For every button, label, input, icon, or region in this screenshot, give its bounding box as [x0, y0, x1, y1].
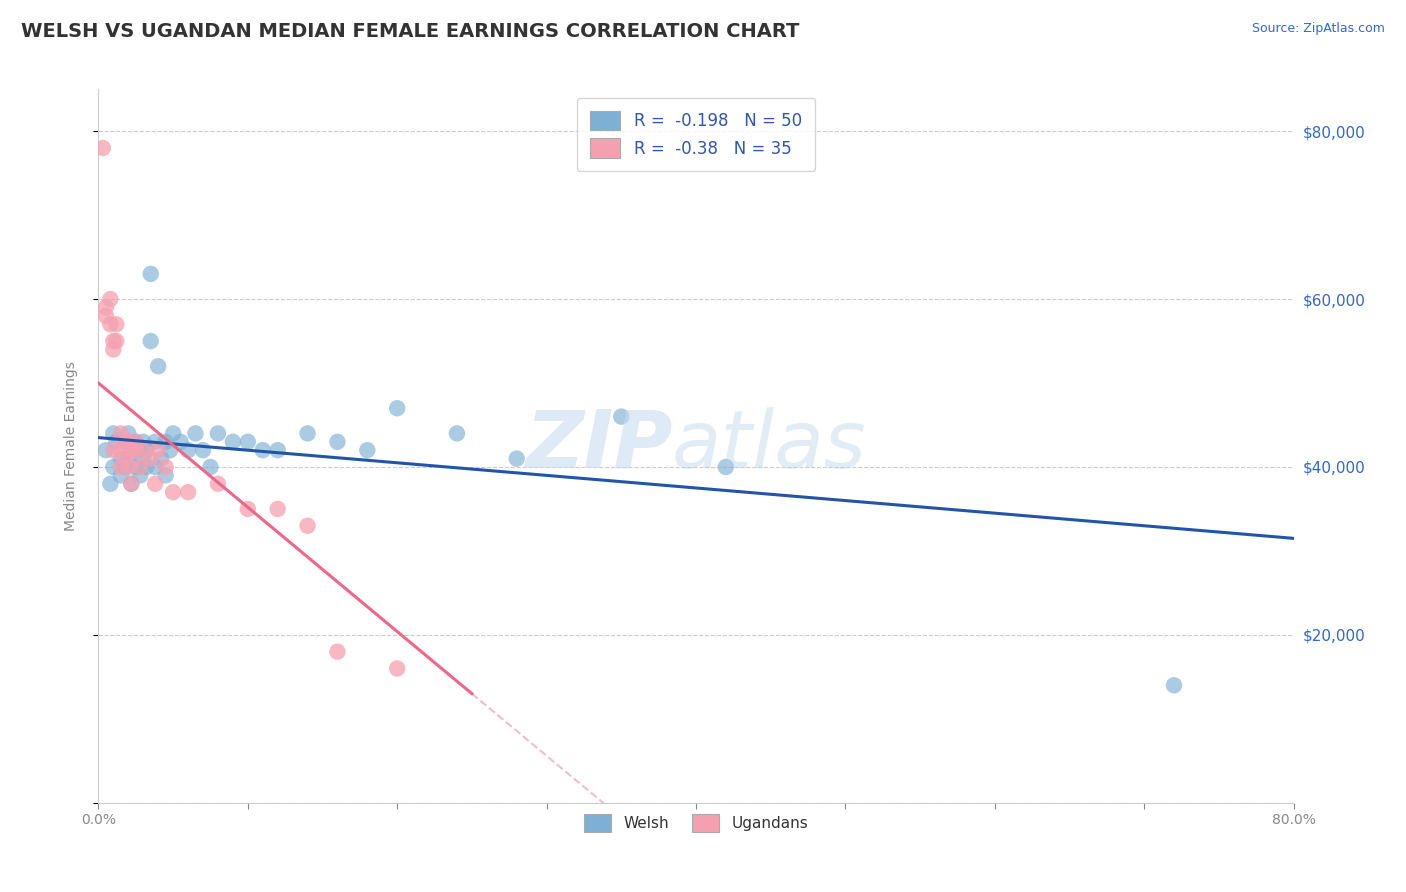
Point: [94, 443, 117, 458]
Point: [132, 451, 155, 466]
Point: [155, 468, 177, 483]
Point: [105, 334, 128, 348]
Point: [356, 443, 378, 458]
Point: [105, 318, 128, 332]
Text: atlas: atlas: [672, 407, 868, 485]
Point: [326, 645, 349, 659]
Point: [103, 426, 125, 441]
Point: [132, 443, 155, 458]
Point: [125, 434, 148, 449]
Point: [326, 434, 349, 449]
Point: [184, 426, 207, 441]
Text: ZIP: ZIP: [524, 407, 672, 485]
Point: [236, 434, 259, 449]
Point: [103, 460, 125, 475]
Point: [129, 468, 152, 483]
Point: [297, 426, 319, 441]
Point: [155, 460, 177, 475]
Point: [385, 661, 409, 675]
Point: [207, 426, 229, 441]
Point: [94, 301, 117, 315]
Point: [103, 343, 125, 357]
Point: [125, 460, 148, 475]
Point: [114, 460, 136, 475]
Point: [94, 309, 117, 323]
Point: [162, 485, 184, 500]
Point: [139, 267, 162, 281]
Point: [98, 476, 122, 491]
Point: [297, 518, 319, 533]
Point: [169, 434, 191, 449]
Point: [177, 443, 200, 458]
Point: [714, 460, 737, 475]
Point: [117, 460, 139, 475]
Point: [177, 485, 200, 500]
Point: [103, 443, 125, 458]
Point: [200, 460, 222, 475]
Point: [143, 434, 166, 449]
Point: [110, 468, 132, 483]
Point: [117, 426, 139, 441]
Point: [506, 451, 529, 466]
Legend: Welsh, Ugandans: Welsh, Ugandans: [578, 808, 814, 838]
Point: [120, 476, 142, 491]
Point: [117, 451, 139, 466]
Point: [143, 476, 166, 491]
Point: [110, 426, 132, 441]
Point: [105, 434, 128, 449]
Point: [236, 502, 259, 516]
Point: [120, 476, 142, 491]
Point: [148, 443, 170, 458]
Point: [129, 443, 152, 458]
Point: [98, 292, 122, 306]
Point: [162, 426, 184, 441]
Point: [135, 443, 157, 458]
Point: [110, 460, 132, 475]
Point: [125, 443, 148, 458]
Point: [150, 451, 173, 466]
Point: [132, 434, 155, 449]
Point: [191, 443, 214, 458]
Point: [385, 401, 409, 416]
Point: [114, 434, 136, 449]
Point: [110, 451, 132, 466]
Point: [139, 334, 162, 348]
Point: [446, 426, 468, 441]
Point: [135, 460, 157, 475]
Text: WELSH VS UGANDAN MEDIAN FEMALE EARNINGS CORRELATION CHART: WELSH VS UGANDAN MEDIAN FEMALE EARNINGS …: [21, 22, 800, 41]
Y-axis label: Median Female Earnings: Median Female Earnings: [63, 361, 77, 531]
Point: [120, 443, 142, 458]
Point: [103, 334, 125, 348]
Point: [91, 141, 114, 155]
Point: [117, 434, 139, 449]
Point: [139, 451, 162, 466]
Point: [159, 443, 181, 458]
Point: [129, 460, 152, 475]
Point: [610, 409, 633, 424]
Point: [1163, 678, 1185, 692]
Point: [148, 359, 170, 374]
Point: [267, 502, 290, 516]
Point: [120, 443, 142, 458]
Text: Source: ZipAtlas.com: Source: ZipAtlas.com: [1251, 22, 1385, 36]
Point: [98, 318, 122, 332]
Point: [207, 476, 229, 491]
Point: [252, 443, 274, 458]
Point: [267, 443, 290, 458]
Point: [222, 434, 245, 449]
Point: [143, 460, 166, 475]
Point: [125, 434, 148, 449]
Point: [114, 434, 136, 449]
Point: [155, 434, 177, 449]
Point: [114, 451, 136, 466]
Point: [110, 443, 132, 458]
